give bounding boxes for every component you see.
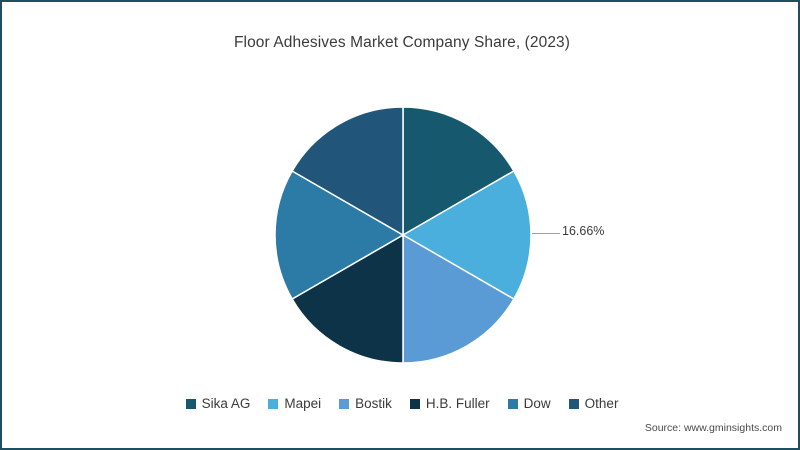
legend-swatch-icon <box>568 398 579 409</box>
legend-swatch-icon <box>507 398 518 409</box>
legend-item[interactable]: Other <box>568 396 619 411</box>
pie-slice[interactable] <box>274 169 405 301</box>
legend-item-label: Bostik <box>355 396 392 411</box>
pie-slice[interactable] <box>291 233 404 364</box>
legend-swatch-icon <box>339 398 350 409</box>
slice-value-label: 16.66% <box>562 224 605 238</box>
pie-chart <box>274 106 532 364</box>
pie-slice[interactable] <box>401 169 532 301</box>
page-title: Floor Adhesives Market Company Share, (2… <box>233 34 571 51</box>
legend-item-label: Mapei <box>284 396 322 411</box>
legend-item[interactable]: Dow <box>507 396 551 411</box>
legend-swatch-icon <box>268 398 279 409</box>
callout-leader-line <box>532 233 560 234</box>
legend-item-label: Dow <box>523 396 551 411</box>
pie-slice[interactable] <box>402 233 515 364</box>
legend-item-label: H.B. Fuller <box>425 396 490 411</box>
legend-item[interactable]: Bostik <box>339 396 392 411</box>
legend-item-label: Sika AG <box>201 396 251 411</box>
chart-legend: Sika AG Mapei Bostik H.B. Fuller Dow Other <box>2 396 800 411</box>
pie-svg <box>274 106 532 364</box>
legend-item[interactable]: Mapei <box>268 396 321 411</box>
source-caption: Source: www.gminsights.com <box>644 422 782 434</box>
pie-slice[interactable] <box>291 106 404 237</box>
legend-item[interactable]: H.B. Fuller <box>409 396 490 411</box>
legend-item-label: Other <box>584 396 619 411</box>
pie-slice[interactable] <box>402 106 515 237</box>
legend-swatch-icon <box>409 398 420 409</box>
legend-swatch-icon <box>185 398 196 409</box>
legend-item[interactable]: Sika AG <box>185 396 251 411</box>
